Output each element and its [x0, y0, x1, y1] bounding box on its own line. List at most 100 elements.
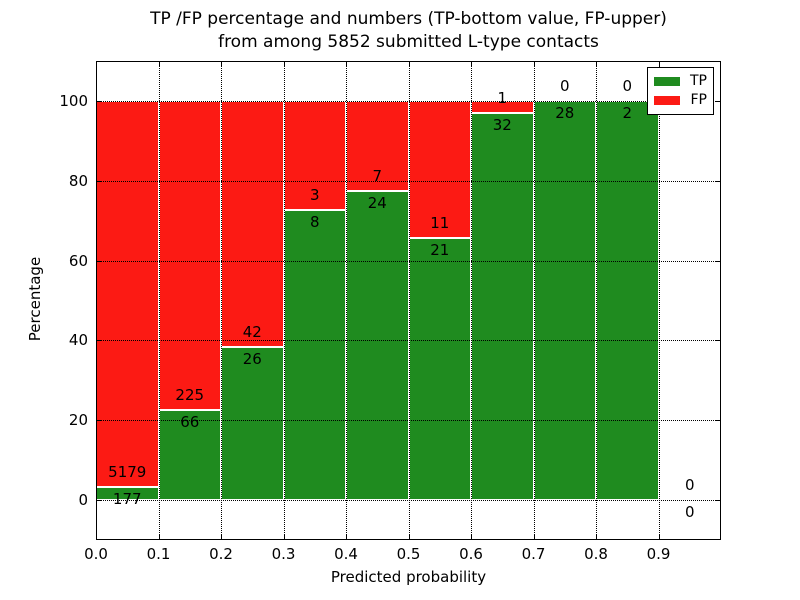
tp-count-label: 24	[367, 194, 387, 213]
chart-title-line2: from among 5852 submitted L-type contact…	[218, 32, 599, 52]
legend-entry-tp: TP	[654, 74, 707, 89]
y-tick-label: 40	[68, 331, 88, 350]
y-tick-right	[715, 500, 720, 502]
fp-count-label: 5179	[108, 462, 147, 481]
x-tick-top	[96, 62, 97, 67]
y-tick-right	[715, 100, 720, 102]
x-gridline	[533, 62, 535, 539]
bar-segment-tp	[533, 100, 596, 501]
bar-segment-tp	[471, 113, 534, 501]
legend: TP FP	[647, 67, 714, 115]
x-tick-top	[346, 62, 347, 67]
x-tick-bottom	[596, 534, 597, 539]
x-tick-label: 0.2	[209, 545, 233, 563]
bar-segment-tp	[596, 100, 659, 501]
tp-color-swatch	[654, 77, 680, 86]
tp-count-label: 2	[622, 103, 633, 122]
fp-count-label: 0	[622, 76, 633, 95]
x-tick-label: 0.3	[271, 545, 296, 563]
x-tick-label: 0.8	[584, 545, 608, 563]
x-tick-top	[596, 62, 597, 67]
y-tick-left	[97, 100, 102, 102]
x-tick-bottom	[158, 534, 160, 539]
x-gridline	[221, 62, 222, 539]
y-tick-left	[97, 260, 102, 262]
chart-title: TP /FP percentage and numbers (TP-bottom…	[96, 8, 721, 54]
y-axis-label: Percentage	[26, 256, 44, 342]
x-gridline	[283, 62, 285, 539]
x-tick-top	[283, 62, 285, 67]
x-tick-top	[408, 62, 410, 67]
fp-count-label: 0	[684, 476, 695, 495]
tp-count-label: 32	[492, 116, 512, 134]
x-gridline	[408, 62, 410, 539]
bar-segment-tp	[408, 238, 471, 501]
fp-count-label: 11	[430, 214, 450, 233]
x-gridline	[658, 62, 660, 539]
y-tick-left	[97, 180, 102, 182]
y-tick-label: 20	[68, 411, 88, 430]
x-tick-label: 0.4	[334, 545, 358, 563]
bar-segment-tp	[158, 409, 221, 501]
fp-count-label: 1	[497, 89, 508, 107]
x-tick-top	[658, 62, 660, 67]
fp-count-label: 0	[559, 76, 570, 95]
tp-count-label: 28	[555, 103, 575, 122]
tp-count-label: 66	[180, 412, 200, 431]
x-tick-bottom	[533, 534, 535, 539]
tp-count-label: 8	[309, 212, 320, 231]
bar-segment-tp	[346, 191, 409, 501]
x-tick-bottom	[658, 534, 660, 539]
x-tick-bottom	[221, 534, 222, 539]
x-tick-label: 0.1	[146, 545, 171, 563]
x-tick-bottom	[283, 534, 285, 539]
x-tick-bottom	[96, 534, 97, 539]
legend-entry-fp: FP	[654, 93, 707, 108]
y-tick-right	[715, 340, 720, 342]
x-tick-label: 0.9	[646, 545, 671, 563]
bar-segment-fp	[158, 100, 221, 410]
x-tick-top	[221, 62, 222, 67]
x-tick-label: 0.6	[459, 545, 483, 563]
tp-count-label: 26	[242, 350, 262, 369]
x-tick-top	[533, 62, 535, 67]
bar-segment-tp	[221, 347, 284, 501]
tp-count-label: 177	[112, 489, 142, 508]
x-gridline	[471, 62, 472, 539]
x-tick-top	[158, 62, 160, 67]
chart-title-line1: TP /FP percentage and numbers (TP-bottom…	[150, 9, 667, 29]
y-tick-right	[715, 260, 720, 262]
x-gridline	[346, 62, 347, 539]
bar-segment-fp	[408, 100, 471, 239]
x-tick-bottom	[471, 534, 472, 539]
tp-count-label: 21	[430, 241, 450, 260]
y-tick-left	[97, 340, 102, 342]
legend-label-fp: FP	[690, 92, 708, 108]
y-tick-label: 0	[78, 491, 88, 510]
fp-count-label: 3	[309, 185, 320, 204]
x-gridline	[158, 62, 160, 539]
x-tick-label: 0.7	[521, 545, 546, 563]
fp-count-label: 7	[372, 167, 383, 186]
y-tick-label: 80	[68, 171, 88, 190]
x-tick-top	[471, 62, 472, 67]
legend-label-tp: TP	[690, 73, 707, 89]
x-tick-bottom	[346, 534, 347, 539]
fp-count-label: 42	[242, 323, 262, 342]
y-tick-right	[715, 180, 720, 182]
y-tick-label: 60	[68, 251, 88, 270]
fp-color-swatch	[654, 96, 680, 105]
y-tick-left	[97, 500, 102, 502]
bar-segment-tp	[283, 209, 346, 501]
x-gridline	[596, 62, 597, 539]
bar-segment-fp	[221, 100, 284, 348]
y-tick-left	[97, 420, 102, 422]
x-tick-label: 0.5	[396, 545, 421, 563]
x-axis-label: Predicted probability	[330, 568, 487, 586]
tp-count-label: 0	[684, 503, 695, 522]
x-tick-label: 0.0	[84, 545, 108, 563]
bar-segment-fp	[96, 100, 159, 487]
y-tick-right	[715, 420, 720, 422]
fp-count-label: 225	[175, 385, 205, 404]
